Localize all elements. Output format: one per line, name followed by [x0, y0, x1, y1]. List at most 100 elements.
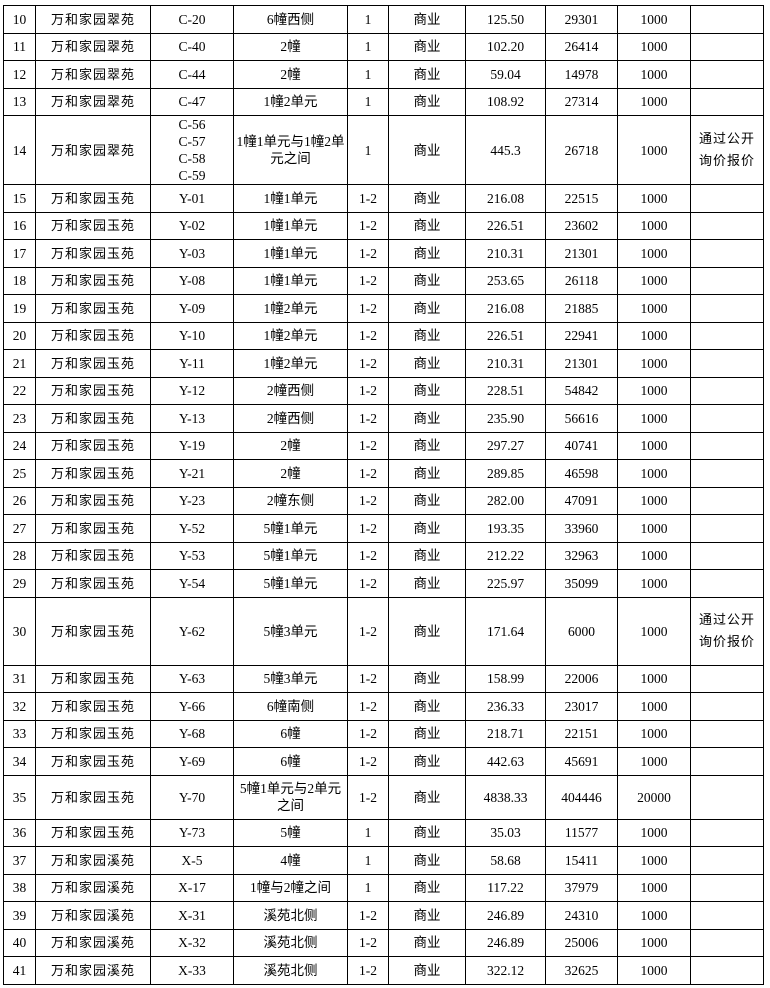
table-row: 17 万和家园玉苑 Y-03 1幢1单元 1-2 商业 210.31 21301 1000 — [3, 239, 764, 268]
floor-cell: 1-2 — [347, 431, 389, 460]
row-number-cell: 34 — [3, 747, 36, 776]
usage-cell: 商业 — [388, 596, 466, 666]
area-cell: 171.64 — [465, 596, 546, 666]
row-number-cell: 24 — [3, 431, 36, 460]
note-cell — [690, 873, 764, 902]
note-cell — [690, 956, 764, 985]
deposit-cell: 1000 — [617, 349, 691, 378]
note-cell — [690, 294, 764, 323]
row-number-cell: 40 — [3, 928, 36, 957]
deposit-cell: 1000 — [617, 486, 691, 515]
area-cell: 282.00 — [465, 486, 546, 515]
table-row: 15 万和家园玉苑 Y-01 1幢1单元 1-2 商业 216.08 22515 1000 — [3, 184, 764, 213]
project-name-cell: 万和家园玉苑 — [35, 486, 151, 515]
deposit-cell: 1000 — [617, 956, 691, 985]
floor-cell: 1-2 — [347, 774, 389, 820]
note-cell: 通过公开询价报价 — [690, 596, 764, 666]
table-row: 30 万和家园玉苑 Y-62 5幢3单元 1-2 商业 171.64 6000 1000 通过公开… — [3, 596, 764, 666]
area-cell: 216.08 — [465, 294, 546, 323]
area-cell: 58.68 — [465, 846, 546, 875]
area-cell: 108.92 — [465, 87, 546, 116]
floor-cell: 1 — [347, 32, 389, 61]
project-name-cell: 万和家园玉苑 — [35, 747, 151, 776]
floor-cell: 1-2 — [347, 486, 389, 515]
row-number-cell: 12 — [3, 60, 36, 89]
note-cell — [690, 60, 764, 89]
rent-cell: 37979 — [545, 873, 618, 902]
unit-code-cell: Y-13 — [150, 404, 234, 433]
table-row: 14 万和家园翠苑 C-56 C-57 C-58 C-59 1幢1单元与1幢2单元之间… — [3, 115, 764, 185]
note-cell — [690, 431, 764, 460]
usage-cell: 商业 — [388, 431, 466, 460]
unit-code-cell: Y-03 — [150, 239, 234, 268]
usage-cell: 商业 — [388, 294, 466, 323]
unit-code-cell: Y-10 — [150, 321, 234, 350]
usage-cell: 商业 — [388, 60, 466, 89]
row-number-cell: 18 — [3, 266, 36, 295]
unit-code-cell: X-32 — [150, 928, 234, 957]
usage-cell: 商业 — [388, 32, 466, 61]
unit-code-cell: Y-23 — [150, 486, 234, 515]
row-number-cell: 31 — [3, 664, 36, 693]
usage-cell: 商业 — [388, 211, 466, 240]
table-row: 28 万和家园玉苑 Y-53 5幢1单元 1-2 商业 212.22 32963 1000 — [3, 541, 764, 570]
location-cell: 2幢东侧 — [233, 486, 348, 515]
unit-code-cell: X-17 — [150, 873, 234, 902]
deposit-cell: 1000 — [617, 239, 691, 268]
rent-cell: 14978 — [545, 60, 618, 89]
deposit-cell: 1000 — [617, 404, 691, 433]
usage-cell: 商业 — [388, 774, 466, 820]
rent-cell: 29301 — [545, 5, 618, 34]
row-number-cell: 17 — [3, 239, 36, 268]
row-number-cell: 10 — [3, 5, 36, 34]
deposit-cell: 1000 — [617, 184, 691, 213]
note-cell — [690, 239, 764, 268]
location-cell: 1幢1单元 — [233, 211, 348, 240]
row-number-cell: 11 — [3, 32, 36, 61]
row-number-cell: 16 — [3, 211, 36, 240]
floor-cell: 1-2 — [347, 719, 389, 748]
row-number-cell: 25 — [3, 459, 36, 488]
note-cell — [690, 541, 764, 570]
table-row: 34 万和家园玉苑 Y-69 6幢 1-2 商业 442.63 45691 1000 — [3, 747, 764, 776]
area-cell: 253.65 — [465, 266, 546, 295]
unit-code-cell: C-47 — [150, 87, 234, 116]
unit-code-cell: X-5 — [150, 846, 234, 875]
location-cell: 1幢1单元 — [233, 239, 348, 268]
table-row: 37 万和家园溪苑 X-5 4幢 1 商业 58.68 15411 1000 — [3, 846, 764, 875]
floor-cell: 1 — [347, 87, 389, 116]
rent-cell: 32625 — [545, 956, 618, 985]
deposit-cell: 20000 — [617, 774, 691, 820]
project-name-cell: 万和家园翠苑 — [35, 32, 151, 61]
project-name-cell: 万和家园玉苑 — [35, 541, 151, 570]
area-cell: 216.08 — [465, 184, 546, 213]
rent-cell: 6000 — [545, 596, 618, 666]
location-cell: 5幢3单元 — [233, 664, 348, 693]
unit-code-cell: C-20 — [150, 5, 234, 34]
floor-cell: 1-2 — [347, 211, 389, 240]
location-cell: 1幢1单元与1幢2单元之间 — [233, 115, 348, 185]
area-cell: 4838.33 — [465, 774, 546, 820]
rent-cell: 46598 — [545, 459, 618, 488]
note-cell — [690, 321, 764, 350]
unit-code-cell: C-44 — [150, 60, 234, 89]
note-cell — [690, 459, 764, 488]
rent-cell: 35099 — [545, 569, 618, 598]
floor-cell: 1-2 — [347, 321, 389, 350]
rent-cell: 11577 — [545, 818, 618, 847]
table-row: 32 万和家园玉苑 Y-66 6幢南侧 1-2 商业 236.33 23017 1000 — [3, 692, 764, 721]
location-cell: 6幢南侧 — [233, 692, 348, 721]
unit-code-cell: Y-68 — [150, 719, 234, 748]
rent-cell: 33960 — [545, 514, 618, 543]
location-cell: 溪苑北侧 — [233, 901, 348, 930]
deposit-cell: 1000 — [617, 321, 691, 350]
row-number-cell: 32 — [3, 692, 36, 721]
area-cell: 59.04 — [465, 60, 546, 89]
usage-cell: 商业 — [388, 956, 466, 985]
usage-cell: 商业 — [388, 514, 466, 543]
unit-code-cell: X-31 — [150, 901, 234, 930]
unit-code-cell: Y-66 — [150, 692, 234, 721]
note-cell — [690, 901, 764, 930]
deposit-cell: 1000 — [617, 514, 691, 543]
rent-cell: 21301 — [545, 239, 618, 268]
